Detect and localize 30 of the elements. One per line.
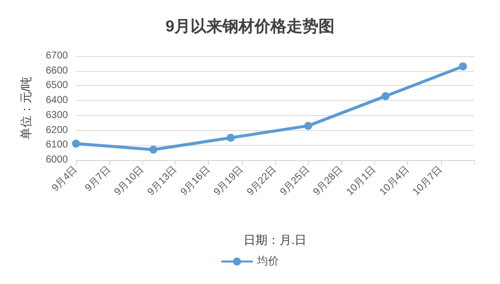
point xyxy=(72,140,80,148)
y-tick-label: 6300 xyxy=(46,110,68,121)
x-tick-label: 10月1日 xyxy=(344,164,378,198)
y-tick-label: 6500 xyxy=(46,80,68,92)
x-tick-label: 10月4日 xyxy=(378,164,412,198)
x-tick-label: 9月28日 xyxy=(312,164,346,198)
y-axis-title: 单位：元/吨 xyxy=(19,76,33,140)
chart-title: 9月以来钢材价格走势图 xyxy=(166,18,334,36)
y-tick-label: 6200 xyxy=(46,124,68,136)
point xyxy=(226,134,235,142)
legend-label: 均价 xyxy=(256,256,279,268)
y-tick-label: 6000 xyxy=(46,154,68,166)
x-tick-label: 9月22日 xyxy=(245,164,279,198)
x-axis-title: 日期：月.日 xyxy=(243,233,307,247)
x-tick-label: 10月7日 xyxy=(411,164,445,198)
point xyxy=(304,122,312,130)
x-tick-label: 9月16日 xyxy=(178,164,213,198)
x-tick-label: 9月25日 xyxy=(278,164,312,198)
x-tick-label: 9月19日 xyxy=(212,164,246,198)
y-tick-label: 6700 xyxy=(46,50,68,62)
x-tick-label: 9月7日 xyxy=(83,164,114,194)
x-tick-label: 9月4日 xyxy=(50,164,80,194)
y-tick-label: 6100 xyxy=(46,140,68,151)
point xyxy=(382,92,390,100)
x-tick-label: 9月10日 xyxy=(112,164,146,198)
point xyxy=(458,62,467,70)
point xyxy=(149,146,158,154)
y-tick-label: 6600 xyxy=(46,65,68,76)
x-tick-label: 9月13日 xyxy=(146,164,180,198)
y-tick-label: 6400 xyxy=(46,95,68,106)
